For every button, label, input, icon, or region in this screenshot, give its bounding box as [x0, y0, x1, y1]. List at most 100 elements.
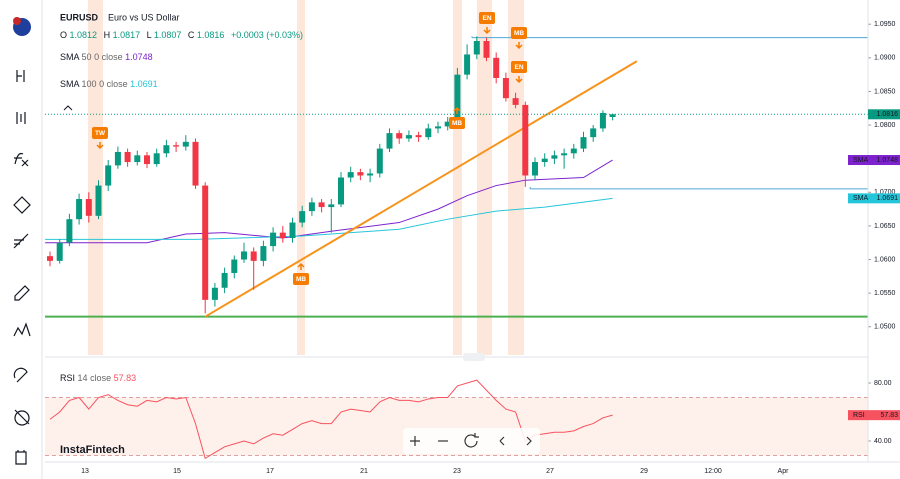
plot: 1.09501.09001.08501.08001.07501.07001.06… — [45, 21, 896, 475]
candle-body — [367, 173, 374, 176]
sma-tag-bg — [868, 193, 900, 204]
candle-body — [134, 155, 141, 163]
indicators-button[interactable] — [14, 152, 29, 167]
candle-body — [599, 112, 606, 129]
candle-body — [551, 155, 558, 159]
indicator-param: 0 — [94, 52, 99, 62]
pattern-tool[interactable] — [13, 322, 31, 337]
candle-body — [561, 153, 568, 156]
signal-arrow — [515, 76, 523, 84]
toolbar — [13, 0, 43, 479]
candle-body — [396, 133, 403, 139]
candle-body — [231, 259, 238, 273]
y-tick-label: 1.0700 — [874, 189, 896, 196]
candle-body — [570, 148, 577, 154]
candle-body — [260, 246, 267, 261]
indicator-param: 50 — [82, 52, 92, 62]
candle-body — [541, 158, 548, 163]
candle-body — [512, 98, 519, 105]
candle-body — [464, 54, 471, 75]
y-tick-label: 1.0500 — [874, 324, 896, 331]
rsi-line — [49, 379, 613, 460]
sma-tag-label: 1.0691 — [877, 195, 899, 202]
candle-body — [144, 155, 150, 165]
x-tick-label: 27 — [546, 468, 554, 475]
indicator-param: 100 — [82, 79, 97, 89]
indicator-param: close — [107, 79, 128, 89]
signal-arrow — [96, 142, 104, 150]
chart-type-button[interactable] — [16, 112, 26, 124]
symbol: EURUSD — [60, 12, 99, 22]
controls-bg — [403, 428, 540, 454]
candle-body — [532, 162, 538, 176]
sma-tag-name: SMA — [853, 195, 869, 202]
ohlc-key: L — [147, 30, 152, 40]
candle-body — [386, 133, 393, 149]
signal-label-bg — [479, 12, 495, 24]
indicator-value: 1.0748 — [125, 52, 153, 62]
zoom-in[interactable] — [410, 436, 420, 446]
signal-label-bg — [449, 117, 465, 129]
scroll-right[interactable] — [526, 436, 532, 446]
delete-tool[interactable] — [15, 450, 27, 465]
legend: EURUSD Euro vs US Dollar O 1.0812 H 1.08… — [60, 12, 303, 456]
candle-body — [318, 202, 325, 208]
candle-body — [241, 251, 247, 260]
signal-arrow — [515, 42, 523, 50]
brush-tool[interactable] — [14, 285, 30, 301]
candle-body — [415, 135, 422, 138]
signal-label-bg — [92, 127, 108, 139]
candle-body — [454, 74, 461, 122]
sma-tag-label: 1.0748 — [877, 157, 899, 164]
magnet-tool[interactable] — [13, 367, 28, 383]
signal-arrow — [453, 106, 461, 114]
candle-body — [211, 287, 218, 300]
candle-body — [444, 121, 451, 127]
ohlc: O 1.0812 H 1.0817 L 1.0807 C 1.0816 +0.0… — [60, 30, 303, 40]
signal-label: TW — [95, 130, 106, 137]
candle-body — [328, 204, 335, 208]
signal-label: EN — [482, 15, 491, 22]
candle-body — [435, 126, 441, 129]
y-tick-label: 1.0600 — [874, 256, 896, 263]
candle-body — [376, 148, 383, 174]
candle-body — [483, 41, 490, 58]
pane-handle[interactable] — [463, 353, 485, 361]
x-tick-label: 13 — [81, 468, 89, 475]
indicator-name: RSI — [60, 373, 75, 383]
indicator-param: 0 — [99, 79, 104, 89]
candle-body — [522, 104, 529, 176]
y-tick-label: 1.0900 — [874, 55, 896, 62]
y-tick-label: 1.0650 — [874, 223, 896, 230]
ohlc-value: 1.0817 — [113, 30, 141, 40]
y-tick-label: 1.0950 — [874, 21, 896, 28]
signal-band — [88, 0, 103, 355]
indicator-param: 14 — [78, 373, 88, 383]
collapse-button[interactable] — [63, 105, 73, 111]
rsi-legend: RSI 14 close 57.83 — [60, 373, 136, 383]
y-tick-label: 80.00 — [874, 380, 892, 387]
hide-tool[interactable] — [14, 409, 30, 426]
candle-body — [308, 202, 315, 212]
x-tick-label: 23 — [453, 468, 461, 475]
candle-body — [85, 199, 92, 216]
interval-button[interactable] — [16, 70, 25, 82]
trendline-tool[interactable] — [13, 196, 31, 214]
ohlc-value: 1.0812 — [70, 30, 98, 40]
watermark: InstaFintech — [60, 444, 125, 456]
fib-tool[interactable] — [13, 233, 29, 249]
candle-body — [163, 145, 170, 154]
indicator-param: close — [102, 52, 123, 62]
sma-tag-bg — [868, 155, 900, 166]
candle-body — [124, 151, 131, 163]
reset[interactable] — [464, 433, 479, 448]
signal-label: EN — [514, 64, 523, 71]
candle-body — [221, 272, 228, 288]
trendline — [204, 60, 638, 318]
signal-label: MB — [514, 30, 524, 37]
candle-body — [405, 135, 412, 139]
scroll-left[interactable] — [499, 436, 505, 446]
candle-body — [609, 114, 616, 117]
overlay: TW EN MB EN MB MB 1.0816 SMA 1.0748 SMA 1.0691 RSI 5… — [92, 12, 900, 421]
